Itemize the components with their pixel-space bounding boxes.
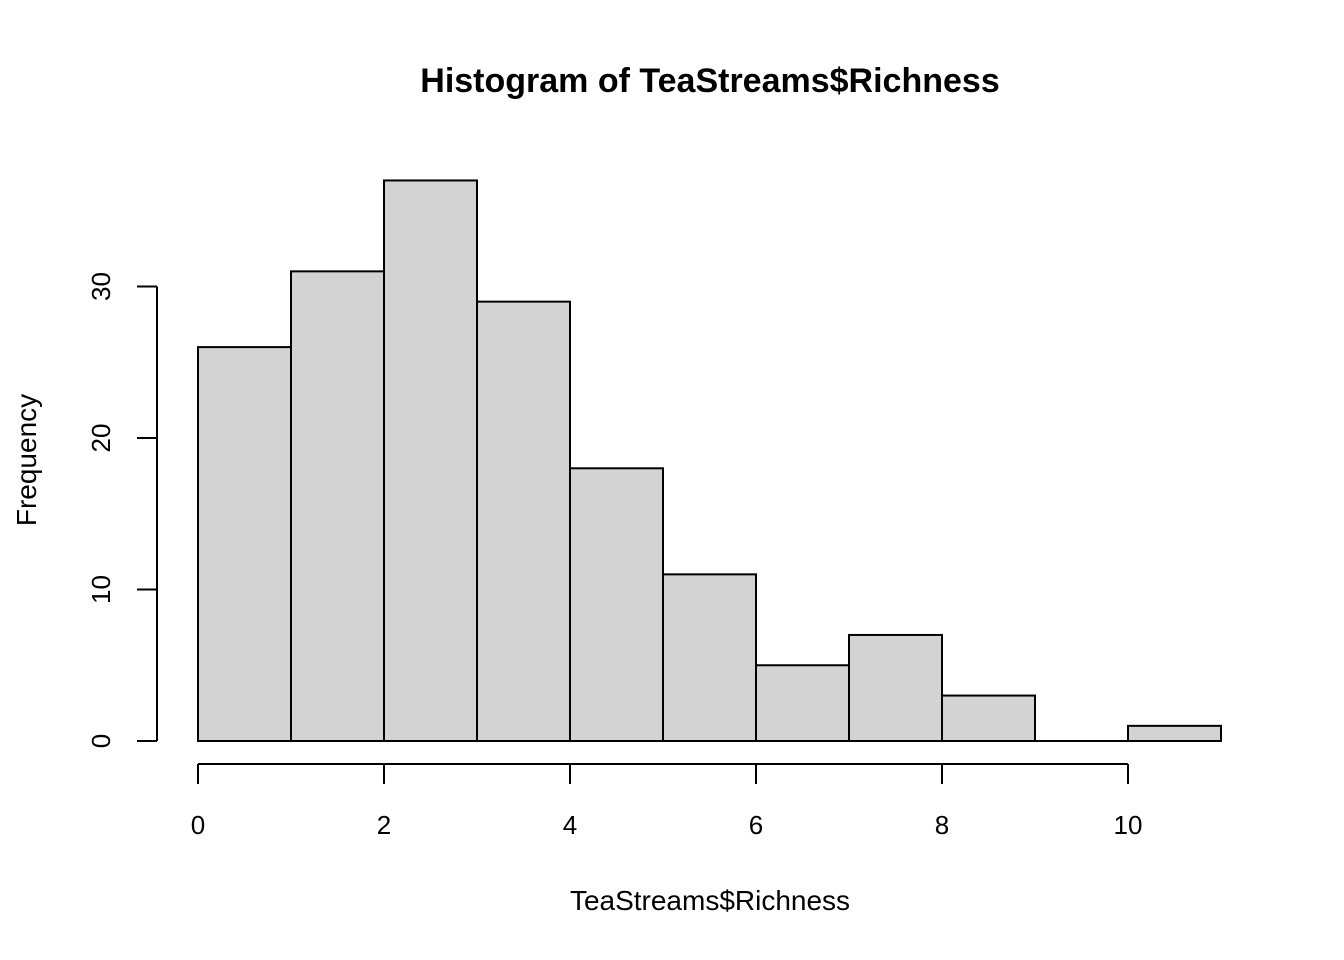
x-tick-label-2: 4 <box>563 810 577 840</box>
y-tick-label-2: 20 <box>86 424 116 453</box>
histogram-bar-7 <box>848 633 943 743</box>
y-tick-label-3: 30 <box>86 272 116 301</box>
x-tick-label-5: 10 <box>1114 810 1143 840</box>
chart-title: Histogram of TeaStreams$Richness <box>420 62 999 100</box>
x-tick-label-1: 2 <box>377 810 391 840</box>
histogram-bar-0 <box>197 346 292 742</box>
histogram-bar-2 <box>383 179 478 742</box>
histogram-bar-5 <box>662 573 757 742</box>
x-axis: 0 2 4 6 8 10 <box>191 763 1143 840</box>
bars-group <box>197 179 1222 743</box>
x-tick-label-4: 8 <box>935 810 949 840</box>
histogram-bar-1 <box>290 270 385 742</box>
histogram-bar-10 <box>1127 724 1222 742</box>
histogram-bar-8 <box>941 694 1036 742</box>
y-axis-label: Frequency <box>11 394 42 526</box>
y-axis: 0 10 20 30 <box>86 272 158 748</box>
x-tick-label-3: 6 <box>749 810 763 840</box>
histogram-bar-4 <box>569 467 664 742</box>
y-tick-label-0: 0 <box>86 734 116 748</box>
histogram-bar-6 <box>755 664 850 742</box>
y-tick-label-1: 10 <box>86 575 116 604</box>
histogram-bar-3 <box>476 300 571 742</box>
x-axis-label: TeaStreams$Richness <box>570 885 850 916</box>
x-tick-label-0: 0 <box>191 810 205 840</box>
